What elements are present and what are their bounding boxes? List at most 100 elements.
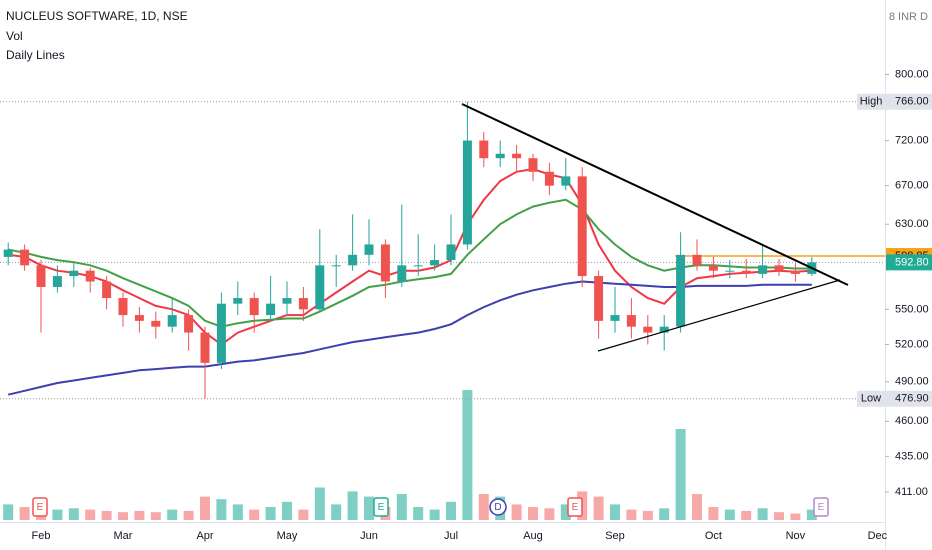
volume-bar xyxy=(806,509,817,520)
chart-title: NUCLEUS SOFTWARE, 1D, NSE xyxy=(6,9,188,23)
volume-bar xyxy=(183,510,194,520)
volume-bar xyxy=(314,487,325,520)
candle-body xyxy=(544,171,554,186)
x-tick-label: May xyxy=(277,530,298,542)
event-marker xyxy=(813,497,829,517)
candle-body xyxy=(364,244,374,255)
volume-bar xyxy=(413,507,424,520)
candle-body xyxy=(577,176,587,277)
candle-body xyxy=(462,140,472,245)
candle-body xyxy=(790,270,800,274)
candle-body xyxy=(331,265,341,267)
y-tick-label: 720.00 xyxy=(895,134,929,146)
candle-body xyxy=(594,276,604,321)
x-tick-label: Jun xyxy=(360,530,378,542)
x-tick-label: Feb xyxy=(32,530,51,542)
volume-bar xyxy=(298,509,309,520)
y-tick-label: 800.00 xyxy=(895,68,929,80)
y-tick-label: 490.00 xyxy=(895,376,929,388)
candle-body xyxy=(561,176,571,186)
volume-bar xyxy=(478,494,489,520)
volume-bar xyxy=(216,499,227,520)
x-tick-label: Sep xyxy=(605,530,625,542)
volume-bar xyxy=(511,504,522,520)
candle-body xyxy=(610,315,620,321)
volume-bar xyxy=(396,494,407,520)
candle-body xyxy=(643,326,653,333)
y-tick-label: 520.00 xyxy=(895,338,929,350)
price-tag: Low xyxy=(861,393,881,405)
volume-bar xyxy=(544,508,555,520)
y-tick-label: 460.00 xyxy=(895,415,929,427)
x-tick-label: Jul xyxy=(444,530,458,542)
candle-body xyxy=(52,276,62,287)
y-tick-label: 435.00 xyxy=(895,450,929,462)
candle-body xyxy=(446,244,456,261)
x-tick-label: Nov xyxy=(786,530,806,542)
candle-body xyxy=(430,260,440,266)
price-label-box xyxy=(886,254,932,271)
candle-body xyxy=(134,315,144,321)
y-tick-label: 411.00 xyxy=(895,486,928,498)
candle-body xyxy=(512,153,522,159)
candle-body xyxy=(774,265,784,271)
candle-body xyxy=(348,254,358,266)
y-tick-label: 670.00 xyxy=(895,180,929,192)
volume-bar xyxy=(101,510,112,520)
volume-bar xyxy=(19,507,30,520)
event-marker xyxy=(373,497,389,517)
candle-body xyxy=(692,254,702,266)
candle-body xyxy=(266,303,276,316)
volume-bar xyxy=(462,390,473,520)
event-marker xyxy=(489,498,507,516)
price-label: 592.80 xyxy=(895,256,929,268)
candle-body xyxy=(200,332,210,363)
volume-bar xyxy=(150,512,161,520)
price-label: 476.90 xyxy=(895,393,929,405)
event-label: E xyxy=(818,502,825,513)
candle-body xyxy=(626,315,636,327)
volume-bar xyxy=(560,504,571,520)
subtitle: Daily Lines xyxy=(6,48,65,62)
candle-body xyxy=(676,254,686,327)
volume-bar xyxy=(675,429,686,520)
candle-body xyxy=(151,320,161,327)
volume-bar xyxy=(692,494,702,520)
volume-bar xyxy=(232,504,243,520)
x-tick-label: Mar xyxy=(114,530,133,542)
volume-bar xyxy=(364,496,374,520)
x-tick-label: Oct xyxy=(705,530,722,542)
volume-bar xyxy=(626,509,637,520)
marks xyxy=(0,101,885,520)
candle-body xyxy=(36,265,46,287)
price-label-box xyxy=(886,390,932,407)
event-label: E xyxy=(378,502,385,513)
subtitle: Vol xyxy=(6,29,23,43)
volume-bar xyxy=(265,507,276,520)
volume-bar xyxy=(118,512,128,520)
volume-bar xyxy=(85,509,96,520)
candle-body xyxy=(233,298,243,304)
event-marker xyxy=(567,497,583,517)
volume-bar xyxy=(741,510,752,520)
volume-bar xyxy=(642,510,653,520)
volume-bar xyxy=(249,509,260,520)
candle-body xyxy=(479,140,489,159)
volume-bar xyxy=(774,512,784,520)
candle-body xyxy=(380,244,390,282)
price-label: 766.00 xyxy=(895,96,929,108)
x-tick-label: Dec xyxy=(868,530,888,542)
price-tag-box xyxy=(857,390,885,407)
volume-bar xyxy=(200,496,210,520)
volume-bar xyxy=(3,504,14,520)
event-label: E xyxy=(37,502,44,513)
candle-body xyxy=(167,315,177,327)
price-tag-box xyxy=(857,93,885,110)
y-tick-label: 630.00 xyxy=(895,218,929,230)
x-tick-label: Aug xyxy=(523,530,543,542)
volume-bar xyxy=(790,513,801,520)
volume-bar xyxy=(282,501,292,520)
candle-body xyxy=(20,249,30,266)
event-label: E xyxy=(572,502,579,513)
